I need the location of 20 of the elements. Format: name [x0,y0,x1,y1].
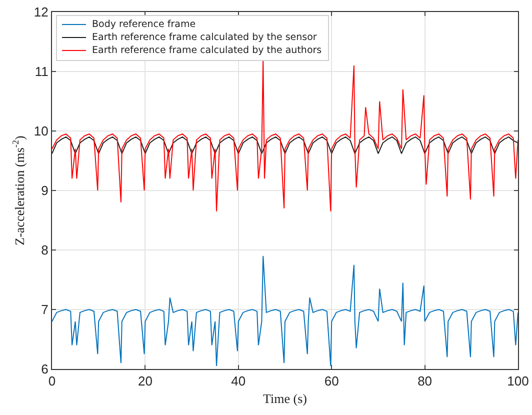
y-tick-label: 10 [34,124,48,139]
line-series [52,59,518,212]
y-tick-label: 7 [41,302,48,318]
x-tick-label: 0 [48,374,56,389]
legend-label: Earth reference frame calculated by the authors [92,45,322,56]
y-tick-label: 9 [41,183,48,198]
y-tick-label: 12 [34,4,48,20]
x-tick-label: 20 [138,374,152,389]
line-series [52,136,518,154]
legend-label: Body reference frame [92,19,196,30]
x-tick-label: 80 [418,374,432,389]
x-tick-label: 60 [324,374,339,389]
y-tick-label: 6 [41,362,48,377]
x-tick-label: 100 [507,374,529,389]
y-tick-label: 11 [34,64,48,80]
line-series [52,255,518,367]
x-axis-title: Time (s) [263,391,307,406]
x-tick-label: 40 [231,374,246,389]
legend-label: Earth reference frame calculated by the sensor [92,32,317,43]
y-tick-label: 8 [41,242,48,258]
